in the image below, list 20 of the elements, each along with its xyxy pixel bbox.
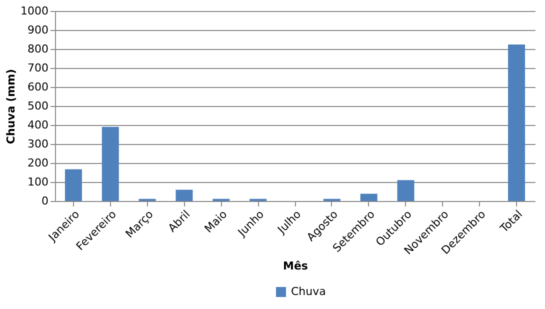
y-tick-label: 0: [42, 194, 48, 208]
y-tick-label: 900: [28, 24, 48, 36]
y-tick-label: 400: [28, 118, 48, 132]
y-tick-label: 300: [28, 138, 48, 150]
bar: [360, 194, 378, 201]
y-tick-label: 700: [28, 62, 48, 74]
y-tick-label: 800: [28, 42, 48, 56]
y-tick-label: 600: [28, 80, 48, 94]
y-tick-label: 1000: [20, 4, 48, 18]
bar: [508, 44, 526, 201]
y-tick-label: 500: [28, 100, 48, 112]
bar: [102, 126, 119, 201]
y-tick-label: 200: [28, 156, 48, 170]
legend-label: Chuva: [291, 285, 326, 298]
x-axis-title: Mês: [283, 260, 308, 273]
y-tick-label: 100: [28, 176, 48, 188]
bar: [176, 190, 193, 201]
bar: [397, 180, 414, 201]
bar: [64, 169, 82, 201]
y-axis-title: Chuva (mm): [4, 68, 18, 144]
